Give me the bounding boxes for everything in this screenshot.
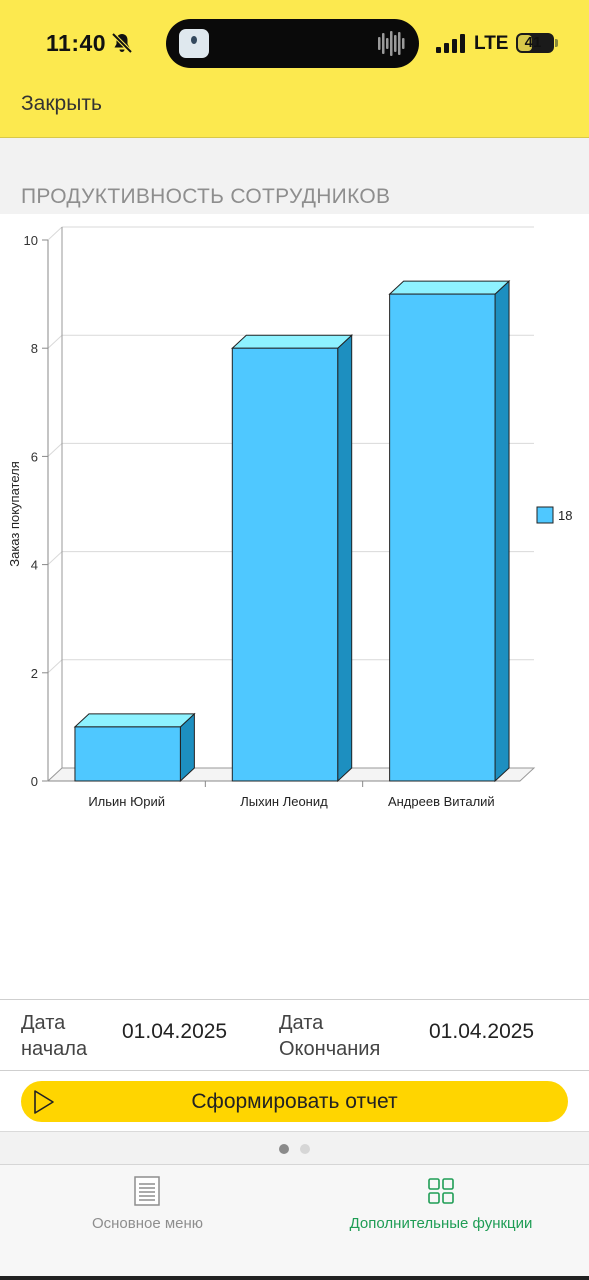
audio-wave-icon (378, 31, 405, 56)
start-date-label: Дата начала (21, 1010, 87, 1062)
gridline-side (47, 226, 63, 241)
page-title: ПРОДУКТИВНОСТЬ СОТРУДНИКОВ (21, 185, 391, 208)
play-icon (34, 1090, 54, 1114)
tab-additional-functions[interactable]: Дополнительные функции (320, 1165, 562, 1245)
bar-side (494, 279, 510, 783)
bar (389, 293, 496, 782)
report-panel: Дата начала 01.04.2025 Дата Окончания 01… (0, 999, 589, 1131)
grid-icon (428, 1178, 454, 1204)
legend-entry: 18 (558, 508, 572, 523)
start-date-label-line2: начала (21, 1038, 88, 1060)
gridline-side (47, 659, 63, 674)
pager (0, 1131, 589, 1164)
document-icon (134, 1176, 160, 1206)
divider (0, 1070, 589, 1071)
y-axis-label: Заказ покупателя (7, 461, 22, 567)
bar-top (231, 334, 353, 349)
status-time: 11:40 (46, 30, 107, 56)
y-tick-label: 2 (31, 666, 38, 681)
dynamic-island (166, 19, 419, 68)
status-bar: 11:40 LTE 41 (0, 0, 589, 85)
y-tick-label: 0 (31, 774, 38, 789)
y-tick-label: 8 (31, 341, 38, 356)
pager-dot-active[interactable] (279, 1144, 289, 1154)
x-tick-label: Ильин Юрий (88, 794, 165, 809)
start-date-field[interactable]: 01.04.2025 (122, 1020, 228, 1043)
x-tick-label: Лыхин Леонид (240, 794, 328, 809)
y-tick-label: 4 (31, 558, 38, 573)
battery-icon: 41 (516, 33, 554, 53)
generate-report-label: Сформировать отчет (191, 1090, 398, 1113)
end-date-field[interactable]: 01.04.2025 (429, 1020, 535, 1043)
generate-report-button[interactable]: Сформировать отчет (21, 1081, 568, 1122)
bar-chart: 0 2 4 6 8 10 Заказ покупателя Ильин Юрий Лыхин Л… (7, 226, 572, 809)
end-date-label: Дата Окончания (279, 1010, 380, 1062)
bell-slash-icon (111, 32, 133, 54)
tab-bar: Основное меню Дополнительные функции (0, 1164, 589, 1280)
bar-top (388, 280, 511, 295)
network-type: LTE (474, 33, 509, 54)
signal-icon (436, 34, 465, 53)
x-tick-label: Андреев Виталий (388, 794, 495, 809)
bar-side (337, 334, 353, 783)
close-button[interactable]: Закрыть (21, 92, 102, 115)
pager-dot[interactable] (300, 1144, 310, 1154)
battery-level: 41 (524, 34, 542, 51)
gridline-side (47, 551, 63, 565)
gridline-side (47, 334, 63, 349)
end-date-label-line1: Дата (279, 1012, 324, 1034)
bar (74, 726, 181, 782)
tab-main-menu[interactable]: Основное меню (40, 1165, 255, 1245)
battery-tip (555, 39, 558, 47)
tab-additional-functions-label: Дополнительные функции (349, 1215, 533, 1232)
legend-swatch (536, 506, 554, 524)
bar (231, 347, 339, 782)
y-tick-label: 6 (31, 449, 38, 464)
y-tick-label: 10 (24, 233, 38, 248)
end-date-label-line2: Окончания (279, 1038, 381, 1060)
nav-bar: Закрыть (0, 85, 589, 138)
bar-top (73, 713, 196, 728)
gridline-side (47, 443, 63, 457)
tab-main-menu-label: Основное меню (91, 1215, 204, 1232)
app-thumbnail-icon (179, 29, 209, 58)
battery-fill (518, 35, 532, 51)
chart-area: 0 2 4 6 8 10 Заказ покупателя Ильин Юрий Лыхин Л… (0, 214, 589, 814)
home-indicator (0, 1276, 589, 1280)
section-header: ПРОДУКТИВНОСТЬ СОТРУДНИКОВ (0, 138, 589, 214)
start-date-label-line1: Дата (21, 1012, 66, 1034)
